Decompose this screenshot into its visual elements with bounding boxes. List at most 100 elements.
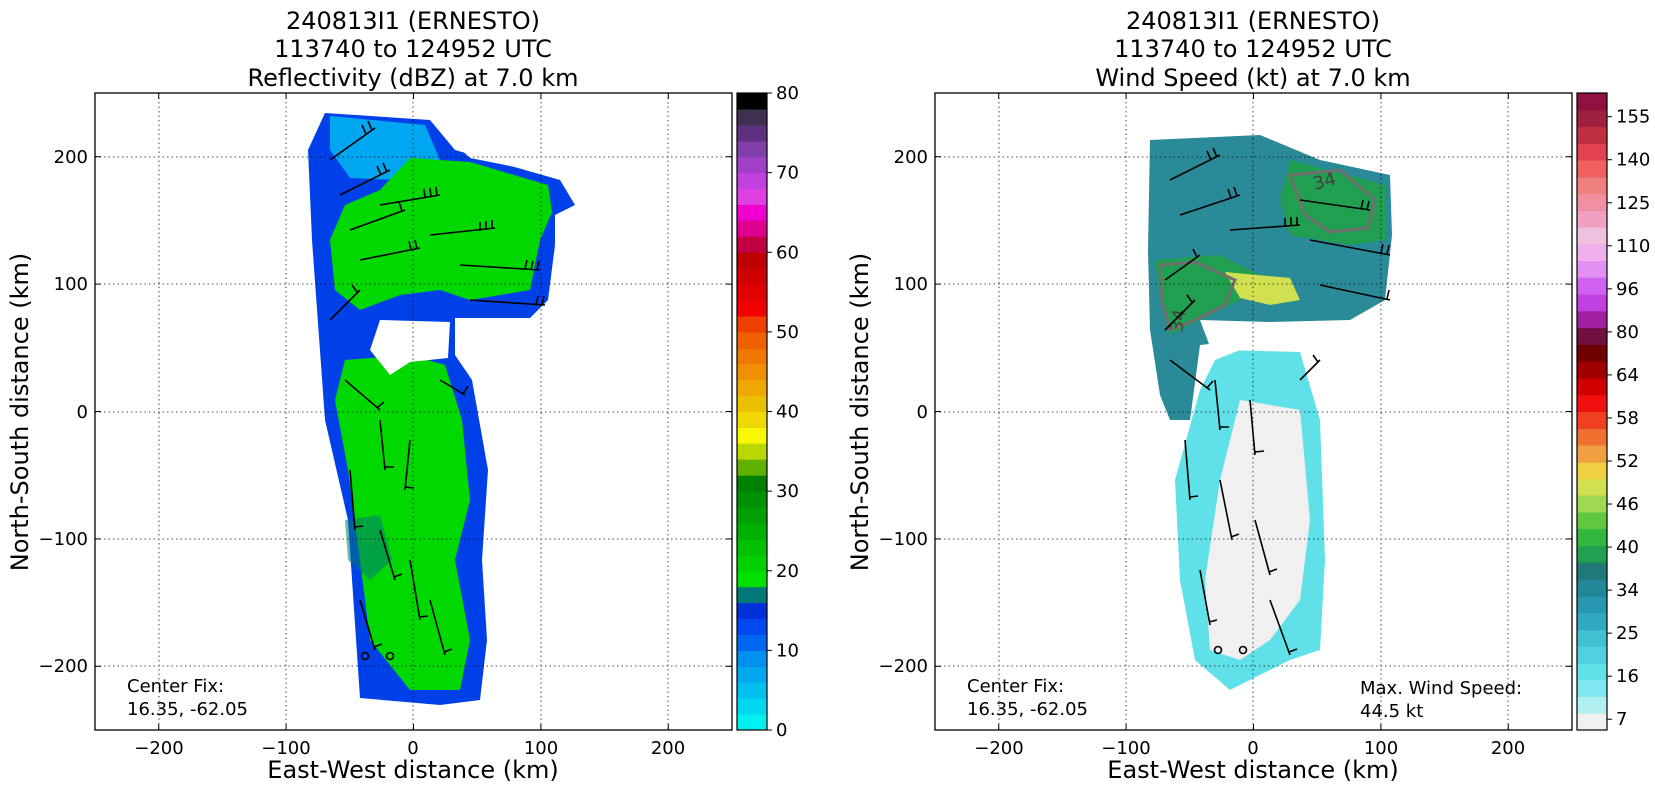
colorbar-swatch [1577, 93, 1607, 111]
y-tick-label: 100 [54, 274, 88, 295]
title-line-3: Wind Speed (kt) at 7.0 km [1095, 64, 1410, 92]
colorbar-swatch [1577, 227, 1607, 245]
center-fix-label: Center Fix: [127, 676, 224, 697]
y-tick-label: −100 [879, 529, 928, 550]
reflectivity-colorbar-ticks: 0 10 20 30 40 50 60 70 80 [767, 83, 799, 741]
x-tick-label: 200 [1491, 738, 1525, 759]
x-tick-label: 100 [524, 738, 558, 759]
colorbar-swatch [1577, 428, 1607, 446]
colorbar-swatch [1577, 646, 1607, 664]
x-tick-label: −200 [134, 738, 183, 759]
y-axis-label: North-South distance (km) [6, 253, 34, 572]
colorbar-swatch [737, 315, 767, 333]
colorbar-swatch [1577, 512, 1607, 530]
colorbar-swatch [1577, 109, 1607, 128]
colorbar-tick-label: 64 [1616, 365, 1639, 386]
max-wind-value: 44.5 kt [1360, 701, 1423, 722]
colorbar-swatch [1577, 495, 1607, 513]
x-tick-label: 100 [1364, 738, 1398, 759]
colorbar-swatch [737, 538, 767, 556]
colorbar-tick-label: 140 [1616, 150, 1650, 171]
colorbar-swatch [1577, 696, 1607, 714]
colorbar-swatch [1577, 579, 1607, 597]
title-line-1: 240813I1 (ERNESTO) [1126, 7, 1380, 35]
colorbar-tick-label: 40 [776, 402, 799, 423]
center-fix-value: 16.35, -62.05 [127, 699, 248, 720]
axis-ticks [935, 93, 1572, 730]
wind-yellow-patch [1225, 272, 1300, 305]
colorbar-swatch [737, 363, 767, 381]
colorbar-swatch [1577, 160, 1607, 178]
colorbar-swatch [737, 284, 767, 301]
colorbar-swatch [737, 443, 767, 460]
colorbar-tick-label: 30 [776, 481, 799, 502]
colorbar-swatch [1577, 210, 1607, 228]
colorbar-swatch [737, 140, 767, 158]
colorbar-swatch [737, 188, 767, 205]
wind-barbs [329, 120, 546, 661]
colorbar-swatch [1577, 411, 1607, 429]
colorbar-swatch [737, 586, 767, 604]
colorbar-swatch [737, 347, 767, 365]
colorbar-swatch [1577, 595, 1607, 614]
y-tick-label: −200 [39, 656, 88, 677]
colorbar-swatch [737, 236, 767, 253]
title-line-2: 113740 to 124952 UTC [1114, 35, 1392, 63]
colorbar-swatch [737, 108, 767, 126]
x-tick-label: 200 [651, 738, 685, 759]
colorbar-swatch [737, 507, 767, 524]
colorbar-swatch [1577, 461, 1607, 480]
colorbar-swatch [1577, 260, 1607, 278]
colorbar-tick-label: 110 [1616, 236, 1650, 257]
max-wind-label: Max. Wind Speed: [1360, 678, 1522, 699]
colorbar-swatch [737, 698, 767, 715]
colorbar-swatch [1577, 176, 1607, 195]
colorbar-swatch [1577, 344, 1607, 362]
x-tick-label: −100 [1101, 738, 1150, 759]
colorbar-swatch [1577, 562, 1607, 580]
colorbar-swatch [737, 459, 767, 476]
colorbar-swatch [1577, 294, 1607, 312]
x-tick-label: −100 [261, 738, 310, 759]
center-fix-value: 16.35, -62.05 [967, 699, 1088, 720]
echo-green-south [335, 355, 470, 690]
colorbar-swatch [1577, 394, 1607, 412]
colorbar-swatch [1577, 662, 1607, 681]
colorbar-swatch [1577, 193, 1607, 211]
wind-speed-panel: 240813I1 (ERNESTO) 113740 to 124952 UTC … [846, 7, 1650, 784]
colorbar-swatch [737, 252, 767, 269]
y-tick-label: −200 [879, 656, 928, 677]
colorbar-tick-label: 70 [776, 163, 799, 184]
colorbar-swatch [737, 650, 767, 667]
colorbar-swatch [1577, 126, 1607, 144]
y-tick-label: 0 [917, 402, 928, 423]
colorbar-swatch [737, 570, 767, 588]
colorbar-swatch [1577, 679, 1607, 697]
colorbar-swatch [737, 475, 767, 492]
y-tick-label: 100 [894, 274, 928, 295]
colorbar-swatch [1577, 377, 1607, 396]
wind-green-north [1280, 160, 1385, 245]
colorbar-tick-label: 20 [776, 561, 799, 582]
colorbar-swatch [737, 300, 767, 317]
colorbar-swatch [737, 156, 767, 174]
wind-speed-field [1148, 135, 1392, 690]
x-tick-label: −200 [974, 738, 1023, 759]
colorbar-swatch [737, 124, 767, 142]
colorbar-swatch [737, 618, 767, 635]
wind-gap [1200, 320, 1275, 360]
echo-gap [370, 320, 450, 375]
colorbar-tick-label: 155 [1616, 107, 1650, 128]
colorbar-swatch [1577, 327, 1607, 345]
y-tick-label: −100 [39, 529, 88, 550]
colorbar-tick-label: 80 [1616, 322, 1639, 343]
colorbar-tick-label: 96 [1616, 279, 1639, 300]
colorbar-swatch [1577, 243, 1607, 262]
colorbar-tick-label: 16 [1616, 666, 1639, 687]
wind-barbs [1164, 147, 1391, 656]
wind-34kt-contour [1158, 168, 1377, 333]
y-axis-label: North-South distance (km) [846, 253, 874, 572]
title-line-2: 113740 to 124952 UTC [274, 35, 552, 63]
x-axis-label: East-West distance (km) [267, 756, 558, 784]
